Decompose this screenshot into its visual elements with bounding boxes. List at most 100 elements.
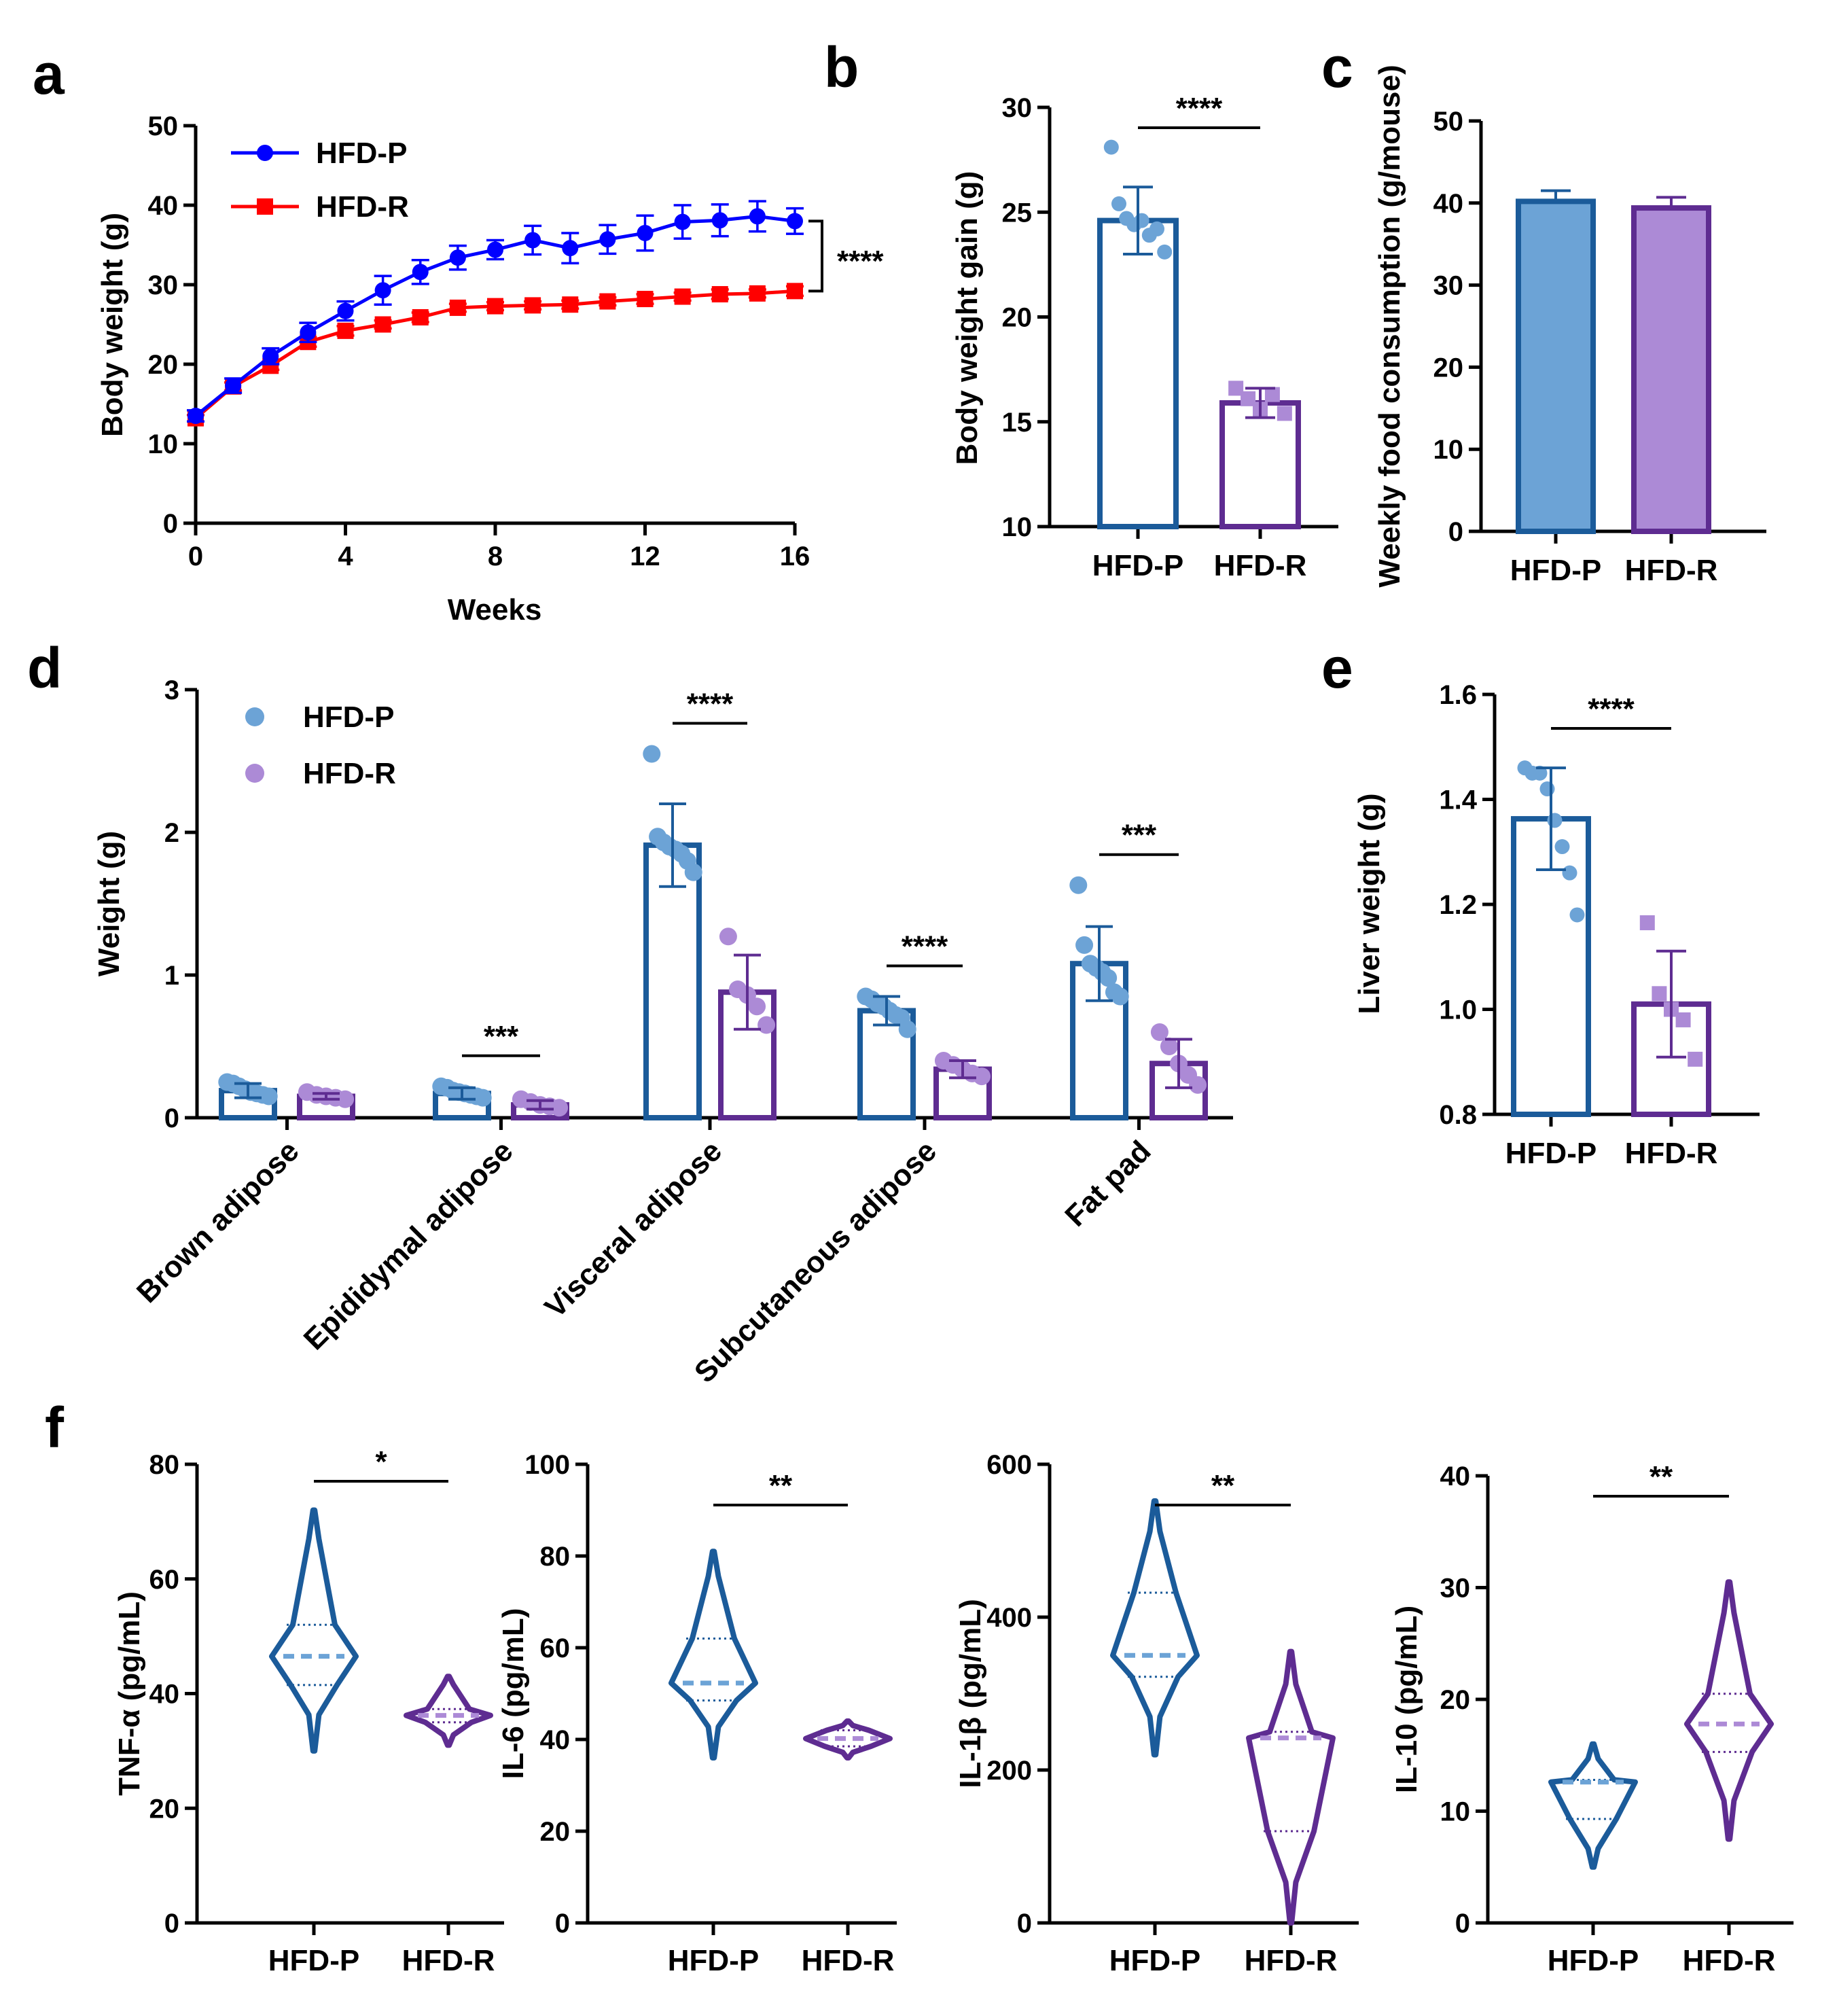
panel-f-plot-3-y-tick-label: 600	[986, 1450, 1032, 1480]
panel-d-point-HFD-R	[550, 1099, 569, 1117]
panel-a-y-tick-label: 20	[148, 350, 179, 380]
panel-f-plot-2-violin-HFD-P	[668, 1549, 758, 1761]
panel-e-x-tick-label-HFD-R: HFD-R	[1625, 1137, 1718, 1170]
panel-d-significance-1-stars: ***	[484, 1020, 519, 1053]
panel-f-plot-3-significance-stars: **	[1211, 1469, 1235, 1502]
panel-d-point-HFD-R	[336, 1090, 355, 1108]
panel-b-point-HFD-P	[1103, 139, 1119, 155]
panel-d-significance-4-stars: ***	[1122, 819, 1157, 852]
panel-d-point-HFD-P	[898, 1020, 916, 1038]
panel-e-y-tick-label: 1.6	[1439, 680, 1477, 710]
panel-d-point-HFD-R	[1160, 1038, 1178, 1055]
panel-d-point-HFD-P	[1069, 876, 1088, 894]
panel-f-plot-2-significance-stars: **	[769, 1469, 793, 1502]
panel-b-y-tick-label: 25	[1002, 198, 1033, 228]
panel-d-point-HFD-R	[1150, 1023, 1169, 1041]
panel-a-legend-marker-HFD-R	[257, 198, 273, 215]
panel-b-point-HFD-P	[1134, 213, 1149, 228]
panel-b-x-tick-label-HFD-P: HFD-P	[1092, 549, 1183, 582]
panel-f-plot-1-y-tick-label: 40	[149, 1680, 180, 1710]
panel-a-legend-label-HFD-R: HFD-R	[316, 190, 409, 224]
panel-e-point-HFD-R	[1652, 986, 1667, 1002]
panel-d-point-HFD-R	[719, 927, 737, 946]
panel-d-y-tick-label: 1	[164, 961, 179, 991]
panel-d-x-tick-label-2: Visceral adipose	[538, 1134, 728, 1324]
panel-a-point-HFD-R	[374, 316, 391, 333]
panel-d-point-HFD-R	[757, 1016, 776, 1034]
panel-c-bar-HFD-R	[1631, 205, 1711, 534]
panel-d-x-tick-label-3: Subcutaneous adipose	[688, 1134, 943, 1389]
panel-a-significance-stars: ****	[837, 245, 884, 278]
panel-c-y-tick-label: 30	[1433, 271, 1464, 301]
panel-c-y-tick-label: 10	[1433, 435, 1464, 465]
panel-f-plot-4-x-tick-label-HFD-R: HFD-R	[1683, 1944, 1776, 1977]
panel-f-plot-4-x-tick-label-HFD-P: HFD-P	[1548, 1944, 1639, 1977]
panel-f-plot-4-violin-HFD-R	[1684, 1579, 1774, 1842]
panel-f-plot-2-y-tick-label: 100	[524, 1450, 570, 1480]
panel-d-x-tick-label-4: Fat pad	[1058, 1134, 1157, 1233]
panel-e-y-label: Liver weight (g)	[1353, 793, 1386, 1014]
panel-f-plot-4-y-tick-label: 0	[1455, 1909, 1470, 1939]
panel-d-significance-3-stars: ****	[902, 930, 948, 963]
panel-e-point-HFD-R	[1688, 1051, 1703, 1067]
panel-a-point-HFD-P	[711, 212, 728, 229]
panel-a-point-HFD-R	[412, 308, 429, 325]
panel-f-plot-1-y-tick-label: 80	[149, 1450, 180, 1480]
panel-f-plot-1-y-tick-label: 0	[164, 1909, 179, 1939]
panel-a-point-HFD-P	[487, 241, 503, 258]
panel-f-plot-4-y-tick-label: 30	[1440, 1574, 1471, 1604]
panel-e-point-HFD-R	[1639, 915, 1655, 931]
panel-f-plot-3-y-tick-label: 0	[1017, 1909, 1032, 1939]
panel-d-point-HFD-R	[973, 1067, 991, 1086]
panel-f-plot-2-violin-HFD-R	[803, 1718, 893, 1761]
panel-c-x-tick-label-HFD-R: HFD-R	[1625, 554, 1718, 587]
panel-d-point-HFD-P	[1111, 987, 1129, 1006]
panel-a-x-tick-label: 12	[630, 542, 660, 571]
panel-f-plot-3-x-tick-label-HFD-R: HFD-R	[1245, 1944, 1338, 1977]
panel-a-point-HFD-P	[449, 249, 466, 266]
panel-d-point-HFD-P	[1075, 936, 1094, 954]
panel-f-plot-4-significance-stars: **	[1649, 1460, 1673, 1493]
panel-b-y-tick-label: 15	[1002, 408, 1033, 438]
panel-a-point-HFD-P	[225, 377, 242, 394]
panel-d-legend-label-HFD-P: HFD-P	[303, 701, 394, 734]
panel-d-y-tick-label: 2	[164, 818, 179, 848]
panel-b-bar-HFD-R	[1219, 400, 1301, 529]
panel-a-point-HFD-P	[412, 264, 429, 281]
panel-a-y-tick-label: 50	[148, 111, 179, 141]
panel-e-y-tick-label: 1.0	[1439, 995, 1477, 1025]
panel-a-point-HFD-P	[188, 408, 204, 425]
panel-a-point-HFD-R	[711, 286, 728, 303]
panel-f-plot-3-violin-HFD-R	[1246, 1648, 1336, 1926]
panel-d-y-label: Weight (g)	[92, 831, 126, 976]
panel-b-y-label: Body weight gain (g)	[950, 171, 984, 465]
panel-e-point-HFD-P	[1532, 765, 1548, 781]
panel-e-point-HFD-P	[1539, 781, 1555, 797]
panel-a-x-tick-label: 16	[780, 542, 810, 571]
panel-a-point-HFD-R	[337, 322, 354, 339]
panel-a-point-HFD-R	[487, 298, 503, 315]
panel-a-point-HFD-P	[749, 208, 766, 225]
panel-f-plot-1-violin-HFD-P	[269, 1507, 359, 1754]
panel-a-significance-bracket	[808, 219, 823, 293]
panel-d-x-tick-label-1: Epididymal adipose	[298, 1134, 520, 1356]
panel-a-point-HFD-P	[637, 224, 654, 241]
panel-a-legend-label-HFD-P: HFD-P	[316, 137, 407, 170]
panel-e-y-tick-label: 1.2	[1439, 890, 1477, 920]
panel-f-plot-1-y-tick-label: 60	[149, 1565, 180, 1595]
panel-b-point-HFD-P	[1111, 196, 1126, 211]
panel-a-y-tick-label: 0	[163, 509, 178, 539]
panel-a-y-tick-label: 10	[148, 429, 179, 459]
panel-a-x-label: Weeks	[448, 593, 542, 626]
panel-b-y-tick-label: 30	[1002, 93, 1033, 123]
panel-e-x-tick-label-HFD-P: HFD-P	[1505, 1137, 1597, 1170]
panel-label-e: e	[1321, 636, 1353, 700]
panel-f-plot-1-y-tick-label: 20	[149, 1794, 180, 1824]
panel-c-chart: 0 10 20 30 40 50 HFD-P HFD-R Weekly food consump…	[1373, 65, 1766, 588]
panel-a-point-HFD-R	[524, 297, 541, 314]
panel-b-point-HFD-R	[1277, 406, 1292, 421]
panel-a-point-HFD-P	[524, 232, 541, 249]
